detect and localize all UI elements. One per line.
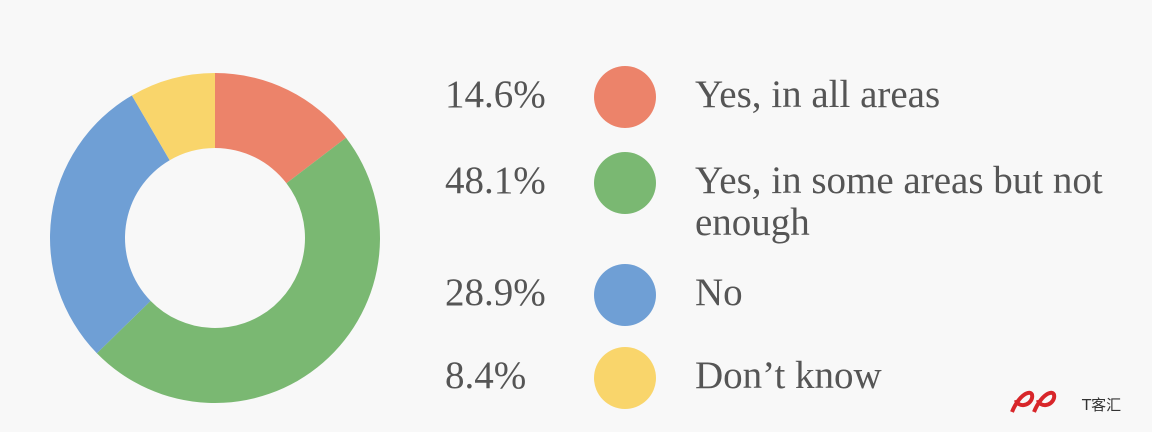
legend-swatch [594, 347, 656, 409]
value-label: 28.9% [445, 271, 546, 314]
watermark: T客汇 [1082, 396, 1122, 414]
legend-swatch [594, 66, 656, 128]
value-label: 8.4% [445, 354, 527, 397]
donut-slice [215, 73, 347, 184]
legend-swatch [594, 264, 656, 326]
donut-slice [49, 95, 170, 354]
legend-label: Yes, in some areas but not enough [695, 159, 1103, 244]
legend-label: Don’t know [695, 354, 882, 397]
donut-slice [131, 73, 215, 161]
logo [1010, 390, 1057, 413]
legend-label: Yes, in all areas [695, 73, 941, 116]
value-label: 14.6% [445, 73, 546, 116]
donut-slice [96, 137, 380, 404]
value-label: 48.1% [445, 159, 546, 202]
legend-swatch [594, 152, 656, 214]
legend-label: No [695, 271, 743, 314]
